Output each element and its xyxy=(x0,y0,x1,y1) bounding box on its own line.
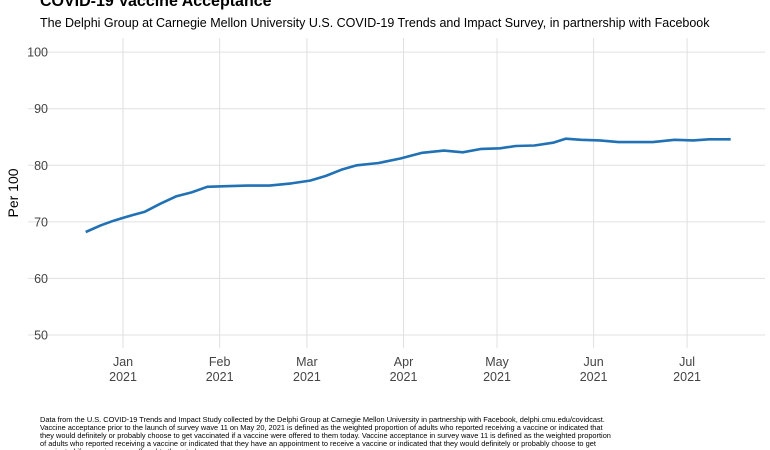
y-tick-label: 90 xyxy=(34,102,48,116)
x-tick-label: Jul 2021 xyxy=(673,355,701,384)
footnote: Data from the U.S. COVID-19 Trends and I… xyxy=(40,415,605,424)
x-tick-label: Mar 2021 xyxy=(293,355,321,384)
x-tick-label: Feb 2021 xyxy=(206,355,234,384)
x-tick-label: May 2021 xyxy=(483,355,511,384)
chart-title: COVID-19 Vaccine Acceptance xyxy=(40,0,272,10)
x-tick-label: Jan 2021 xyxy=(109,355,137,384)
x-tick-label: Jun 2021 xyxy=(580,355,608,384)
footnote: they would definitely or probably choose… xyxy=(40,431,611,440)
footnote: vaccinated if a vaccine were offered to … xyxy=(40,447,206,450)
chart-subtitle: The Delphi Group at Carnegie Mellon Univ… xyxy=(40,16,710,30)
y-axis-label: Per 100 xyxy=(5,168,21,217)
data-line xyxy=(85,137,731,234)
footnote: of adults who reported receiving a vacci… xyxy=(40,439,596,448)
y-tick-label: 50 xyxy=(34,328,48,342)
footnote: Vaccine acceptance prior to the launch o… xyxy=(40,423,603,432)
y-tick-label: 70 xyxy=(34,215,48,229)
x-tick-label: Apr 2021 xyxy=(390,355,418,384)
y-tick-label: 60 xyxy=(34,272,48,286)
y-tick-label: 100 xyxy=(27,46,48,60)
y-tick-label: 80 xyxy=(34,159,48,173)
